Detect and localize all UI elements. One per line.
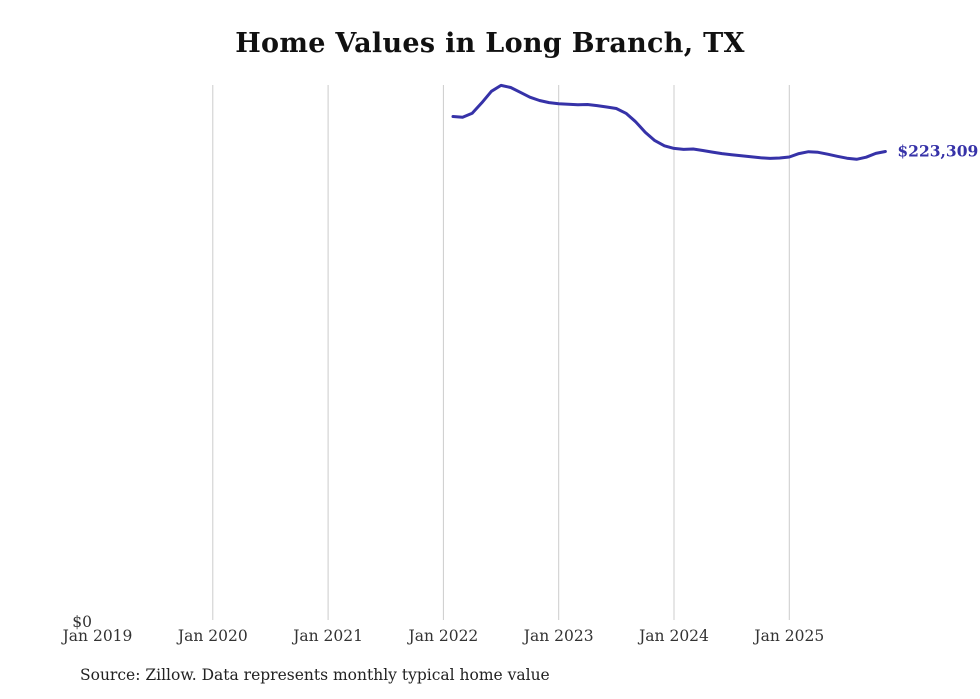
x-tick-label: Jan 2025	[752, 627, 824, 645]
home-value-line	[451, 83, 887, 161]
x-tick-label: Jan 2020	[176, 627, 248, 645]
x-tick-label: Jan 2021	[291, 627, 363, 645]
y-tick-zero-label: $0	[72, 613, 92, 631]
chart-title: Home Values in Long Branch, TX	[235, 28, 745, 59]
x-tick-label: Jan 2023	[522, 627, 594, 645]
latest-value-label: $223,309	[897, 141, 978, 160]
x-tick-label: Jan 2022	[406, 627, 478, 645]
x-tick-label: Jan 2019	[61, 627, 133, 645]
source-note: Source: Zillow. Data represents monthly …	[80, 666, 550, 684]
x-tick-label: Jan 2024	[637, 627, 709, 645]
